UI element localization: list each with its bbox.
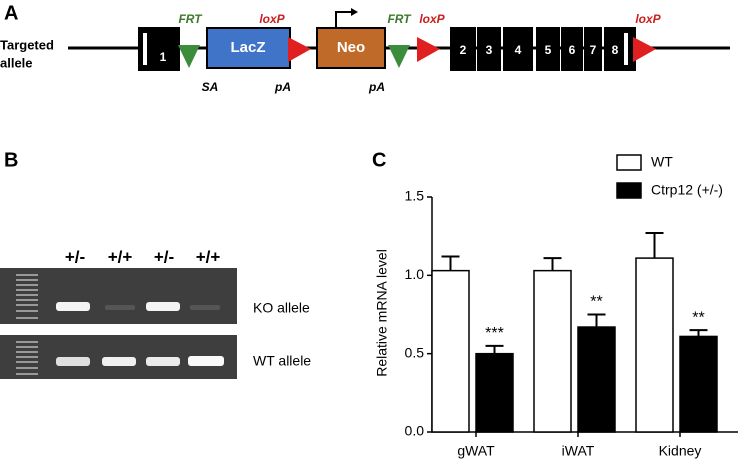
exon-marker (143, 33, 147, 65)
exon (503, 27, 533, 71)
site-label: pA (274, 80, 291, 94)
arrow-head (351, 8, 358, 16)
gel-band (102, 357, 136, 366)
ladder-band (16, 367, 38, 369)
frt-site (388, 45, 410, 68)
panel-label: C (372, 149, 386, 171)
cassette-label: LacZ (230, 39, 265, 56)
bar (635, 257, 674, 433)
panel-label: A (4, 2, 18, 24)
loxp-label: loxP (419, 12, 445, 26)
ladder-band (16, 310, 38, 312)
ladder-band (16, 279, 38, 281)
y-tick-label: 0.5 (405, 344, 425, 360)
legend-label: Ctrp12 (+/-) (651, 182, 723, 198)
gel-band (56, 302, 90, 311)
lane-label: +/+ (108, 247, 133, 266)
allele-label: allele (0, 55, 33, 70)
loxp-label: loxP (259, 12, 285, 26)
exon-label: 5 (545, 43, 552, 57)
gel-band (190, 305, 220, 310)
row-label: WT allele (253, 353, 311, 369)
frt-label: FRT (387, 12, 412, 26)
frt-label: FRT (178, 12, 203, 26)
exon-label: 4 (515, 43, 522, 57)
significance: ** (692, 309, 704, 326)
exon (584, 27, 602, 71)
lane-label: +/+ (196, 247, 221, 266)
exon (561, 27, 583, 71)
row-label: KO allele (253, 300, 310, 316)
ladder-band (16, 304, 38, 306)
ladder-band (16, 356, 38, 358)
exon (450, 27, 476, 71)
bar (679, 335, 718, 433)
gel-band (146, 357, 180, 366)
chart: 0.0 0.5 1.0 1.5 gWAT *** iWAT ** Kidney ** WT Ctrp1… (405, 154, 738, 459)
significance: *** (485, 325, 504, 342)
loxp-site (288, 37, 311, 62)
exon (477, 27, 501, 71)
ladder (16, 274, 38, 375)
loxp-label: loxP (635, 12, 661, 26)
x-tick-label: iWAT (562, 443, 595, 459)
significance: ** (590, 294, 602, 311)
exon-label: 8 (612, 43, 619, 57)
panel-label: B (4, 149, 18, 171)
ladder-band (16, 294, 38, 296)
lane-label: +/- (154, 247, 174, 266)
ladder-band (16, 346, 38, 348)
lane-label: +/- (65, 247, 85, 266)
exon (604, 27, 636, 71)
x-tick-label: gWAT (457, 443, 495, 459)
exon (536, 27, 560, 71)
lacz-box (206, 27, 291, 69)
site-label: pA (368, 80, 385, 94)
bar (431, 269, 470, 433)
ladder-band (16, 361, 38, 363)
ladder-band (16, 351, 38, 353)
ladder-band (16, 274, 38, 276)
y-tick-label: 1.0 (405, 266, 425, 282)
gel-band (105, 305, 135, 310)
gel-band (188, 356, 224, 366)
exon-marker (624, 33, 628, 65)
ladder-band (16, 289, 38, 291)
loxp-site (633, 37, 656, 62)
exon-label: 1 (160, 50, 167, 64)
exon-label: 3 (486, 43, 493, 57)
ladder-band (16, 299, 38, 301)
site-label: SA (202, 80, 219, 94)
exon-label: 6 (569, 43, 576, 57)
gel-band (56, 357, 90, 366)
bar (533, 269, 572, 433)
ladder-band (16, 284, 38, 286)
x-tick-label: Kidney (659, 443, 702, 459)
gel (0, 268, 237, 324)
bar (475, 352, 514, 433)
ladder-band (16, 341, 38, 343)
legend-label: WT (651, 154, 673, 170)
ladder-band (16, 317, 38, 319)
legend-swatch (616, 182, 642, 199)
ladder-band (16, 373, 38, 375)
cassette-label: Neo (337, 39, 365, 56)
y-axis-label: Relative mRNA level (374, 249, 390, 377)
exon-label: 7 (590, 43, 597, 57)
bar (577, 326, 616, 433)
promoter-arrow (335, 11, 352, 27)
y-tick-label: 1.5 (405, 188, 425, 204)
allele-label: Targeted (0, 37, 54, 52)
frt-site (178, 45, 200, 68)
loxp-site (417, 37, 440, 62)
exon-label: 2 (460, 43, 467, 57)
gel-band (146, 302, 180, 311)
y-tick-label: 0.0 (405, 423, 425, 439)
legend-swatch (616, 154, 642, 171)
neo-box (316, 27, 386, 69)
